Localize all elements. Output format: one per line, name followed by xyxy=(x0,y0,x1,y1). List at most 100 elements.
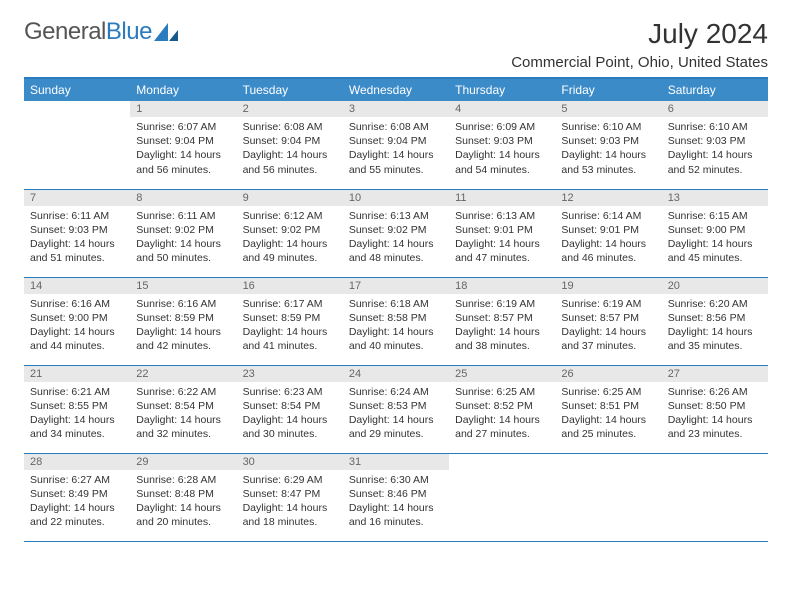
daylight-text: Daylight: 14 hours and 48 minutes. xyxy=(349,237,443,265)
daylight-text: Daylight: 14 hours and 42 minutes. xyxy=(136,325,230,353)
day-number: 8 xyxy=(130,190,236,206)
day-number: 20 xyxy=(662,278,768,294)
day-body: Sunrise: 6:07 AMSunset: 9:04 PMDaylight:… xyxy=(130,117,236,181)
calendar-table: Sunday Monday Tuesday Wednesday Thursday… xyxy=(24,77,768,542)
sunrise-text: Sunrise: 6:08 AM xyxy=(243,120,337,134)
daylight-text: Daylight: 14 hours and 22 minutes. xyxy=(30,501,124,529)
calendar-cell: 5 Sunrise: 6:10 AMSunset: 9:03 PMDaylight… xyxy=(555,101,661,189)
day-number: 31 xyxy=(343,454,449,470)
day-body: Sunrise: 6:23 AMSunset: 8:54 PMDaylight:… xyxy=(237,382,343,446)
day-body: Sunrise: 6:12 AMSunset: 9:02 PMDaylight:… xyxy=(237,206,343,270)
sunrise-text: Sunrise: 6:22 AM xyxy=(136,385,230,399)
calendar-cell: 12 Sunrise: 6:14 AMSunset: 9:01 PMDayligh… xyxy=(555,189,661,277)
sunrise-text: Sunrise: 6:20 AM xyxy=(668,297,762,311)
day-body: Sunrise: 6:10 AMSunset: 9:03 PMDaylight:… xyxy=(662,117,768,181)
daylight-text: Daylight: 14 hours and 37 minutes. xyxy=(561,325,655,353)
day-body: Sunrise: 6:26 AMSunset: 8:50 PMDaylight:… xyxy=(662,382,768,446)
day-body: Sunrise: 6:18 AMSunset: 8:58 PMDaylight:… xyxy=(343,294,449,358)
day-number: 19 xyxy=(555,278,661,294)
sunset-text: Sunset: 8:59 PM xyxy=(243,311,337,325)
day-number: 6 xyxy=(662,101,768,117)
sunrise-text: Sunrise: 6:15 AM xyxy=(668,209,762,223)
day-body: Sunrise: 6:21 AMSunset: 8:55 PMDaylight:… xyxy=(24,382,130,446)
sunset-text: Sunset: 9:04 PM xyxy=(243,134,337,148)
sunrise-text: Sunrise: 6:13 AM xyxy=(349,209,443,223)
day-body: Sunrise: 6:08 AMSunset: 9:04 PMDaylight:… xyxy=(343,117,449,181)
day-number: 27 xyxy=(662,366,768,382)
calendar-week-row: 28Sunrise: 6:27 AMSunset: 8:49 PMDayligh… xyxy=(24,453,768,541)
sunrise-text: Sunrise: 6:26 AM xyxy=(668,385,762,399)
sunset-text: Sunset: 9:02 PM xyxy=(349,223,443,237)
daylight-text: Daylight: 14 hours and 54 minutes. xyxy=(455,148,549,176)
day-body: Sunrise: 6:24 AMSunset: 8:53 PMDaylight:… xyxy=(343,382,449,446)
calendar-cell: 9Sunrise: 6:12 AMSunset: 9:02 PMDaylight… xyxy=(237,189,343,277)
sunset-text: Sunset: 8:58 PM xyxy=(349,311,443,325)
sunset-text: Sunset: 8:52 PM xyxy=(455,399,549,413)
daylight-text: Daylight: 14 hours and 38 minutes. xyxy=(455,325,549,353)
day-number: 17 xyxy=(343,278,449,294)
logo: GeneralBlue xyxy=(24,18,178,46)
day-body: Sunrise: 6:16 AMSunset: 8:59 PMDaylight:… xyxy=(130,294,236,358)
day-body: Sunrise: 6:13 AMSunset: 9:01 PMDaylight:… xyxy=(449,206,555,270)
sunrise-text: Sunrise: 6:19 AM xyxy=(455,297,549,311)
sunrise-text: Sunrise: 6:09 AM xyxy=(455,120,549,134)
sunset-text: Sunset: 9:03 PM xyxy=(561,134,655,148)
weekday-header-row: Sunday Monday Tuesday Wednesday Thursday… xyxy=(24,78,768,101)
daylight-text: Daylight: 14 hours and 32 minutes. xyxy=(136,413,230,441)
sunrise-text: Sunrise: 6:18 AM xyxy=(349,297,443,311)
daylight-text: Daylight: 14 hours and 30 minutes. xyxy=(243,413,337,441)
day-number: 26 xyxy=(555,366,661,382)
daylight-text: Daylight: 14 hours and 27 minutes. xyxy=(455,413,549,441)
sunset-text: Sunset: 9:04 PM xyxy=(136,134,230,148)
day-body: Sunrise: 6:19 AMSunset: 8:57 PMDaylight:… xyxy=(449,294,555,358)
day-body: Sunrise: 6:27 AMSunset: 8:49 PMDaylight:… xyxy=(24,470,130,534)
sunrise-text: Sunrise: 6:12 AM xyxy=(243,209,337,223)
daylight-text: Daylight: 14 hours and 53 minutes. xyxy=(561,148,655,176)
day-number: 5 xyxy=(555,101,661,117)
sunrise-text: Sunrise: 6:23 AM xyxy=(243,385,337,399)
sunrise-text: Sunrise: 6:11 AM xyxy=(30,209,124,223)
calendar-cell: 27Sunrise: 6:26 AMSunset: 8:50 PMDayligh… xyxy=(662,365,768,453)
sunrise-text: Sunrise: 6:16 AM xyxy=(136,297,230,311)
calendar-cell: 22Sunrise: 6:22 AMSunset: 8:54 PMDayligh… xyxy=(130,365,236,453)
sunrise-text: Sunrise: 6:30 AM xyxy=(349,473,443,487)
sunset-text: Sunset: 8:50 PM xyxy=(668,399,762,413)
daylight-text: Daylight: 14 hours and 51 minutes. xyxy=(30,237,124,265)
day-body: Sunrise: 6:11 AMSunset: 9:03 PMDaylight:… xyxy=(24,206,130,270)
sunset-text: Sunset: 8:54 PM xyxy=(243,399,337,413)
sunrise-text: Sunrise: 6:27 AM xyxy=(30,473,124,487)
sunset-text: Sunset: 8:51 PM xyxy=(561,399,655,413)
daylight-text: Daylight: 14 hours and 52 minutes. xyxy=(668,148,762,176)
sunset-text: Sunset: 8:57 PM xyxy=(561,311,655,325)
calendar-cell: 19Sunrise: 6:19 AMSunset: 8:57 PMDayligh… xyxy=(555,277,661,365)
sunrise-text: Sunrise: 6:14 AM xyxy=(561,209,655,223)
daylight-text: Daylight: 14 hours and 34 minutes. xyxy=(30,413,124,441)
daylight-text: Daylight: 14 hours and 25 minutes. xyxy=(561,413,655,441)
day-number: 4 xyxy=(449,101,555,117)
daylight-text: Daylight: 14 hours and 40 minutes. xyxy=(349,325,443,353)
day-body: Sunrise: 6:25 AMSunset: 8:52 PMDaylight:… xyxy=(449,382,555,446)
title-block: July 2024 Commercial Point, Ohio, United… xyxy=(511,18,768,71)
sunrise-text: Sunrise: 6:10 AM xyxy=(561,120,655,134)
day-number xyxy=(449,454,555,458)
sunrise-text: Sunrise: 6:11 AM xyxy=(136,209,230,223)
day-number: 12 xyxy=(555,190,661,206)
calendar-week-row: 1Sunrise: 6:07 AMSunset: 9:04 PMDaylight… xyxy=(24,101,768,189)
sunset-text: Sunset: 9:01 PM xyxy=(561,223,655,237)
calendar-cell: 25Sunrise: 6:25 AMSunset: 8:52 PMDayligh… xyxy=(449,365,555,453)
daylight-text: Daylight: 14 hours and 46 minutes. xyxy=(561,237,655,265)
daylight-text: Daylight: 14 hours and 44 minutes. xyxy=(30,325,124,353)
day-body: Sunrise: 6:16 AMSunset: 9:00 PMDaylight:… xyxy=(24,294,130,358)
day-body: Sunrise: 6:17 AMSunset: 8:59 PMDaylight:… xyxy=(237,294,343,358)
calendar-cell: 14Sunrise: 6:16 AMSunset: 9:00 PMDayligh… xyxy=(24,277,130,365)
sunset-text: Sunset: 9:00 PM xyxy=(668,223,762,237)
sunrise-text: Sunrise: 6:25 AM xyxy=(455,385,549,399)
day-body: Sunrise: 6:30 AMSunset: 8:46 PMDaylight:… xyxy=(343,470,449,534)
day-body: Sunrise: 6:28 AMSunset: 8:48 PMDaylight:… xyxy=(130,470,236,534)
day-number: 2 xyxy=(237,101,343,117)
day-number: 16 xyxy=(237,278,343,294)
day-number: 29 xyxy=(130,454,236,470)
day-body: Sunrise: 6:22 AMSunset: 8:54 PMDaylight:… xyxy=(130,382,236,446)
calendar-week-row: 21Sunrise: 6:21 AMSunset: 8:55 PMDayligh… xyxy=(24,365,768,453)
calendar-cell: 6Sunrise: 6:10 AMSunset: 9:03 PMDaylight… xyxy=(662,101,768,189)
